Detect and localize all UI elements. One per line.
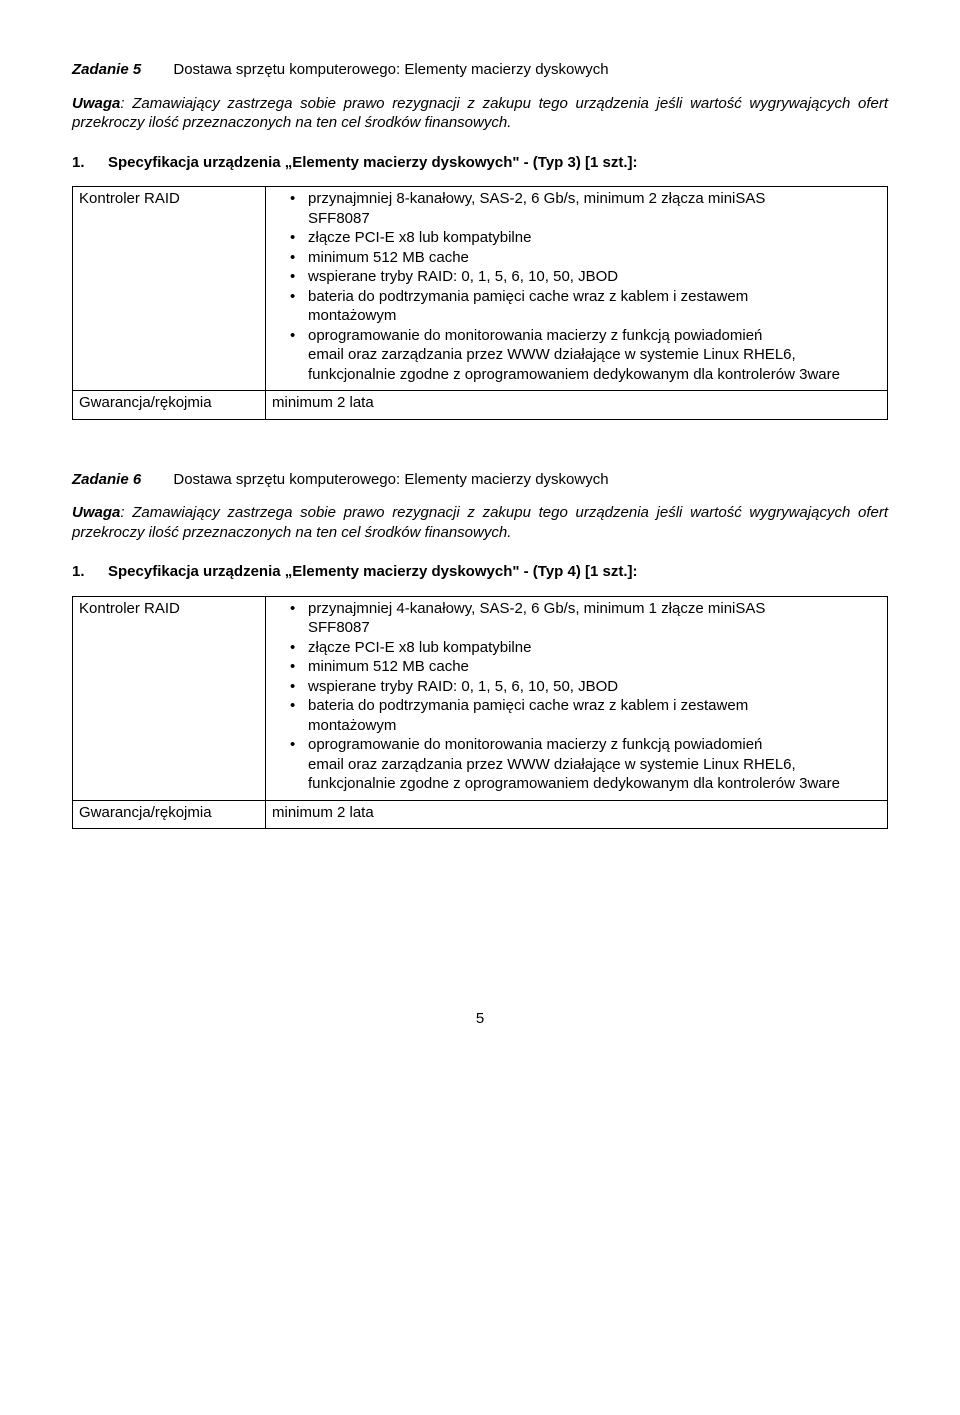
bullet-lead: wspierane tryby RAID: 0, 1, 5, 6, 10, 50… <box>308 678 618 695</box>
bullet-lead: minimum 512 MB cache <box>308 658 469 675</box>
bullet-lead: przynajmniej 8-kanałowy, SAS-2, 6 Gb/s, … <box>308 190 765 207</box>
task5-note-label: Uwaga <box>72 95 120 112</box>
bullet-lead: oprogramowanie do monitorowania macierzy… <box>308 327 762 344</box>
task6-note: Uwaga: Zamawiający zastrzega sobie prawo… <box>72 503 888 542</box>
task6-row1-value: przynajmniej 4-kanałowy, SAS-2, 6 Gb/s, … <box>266 596 888 800</box>
list-item: wspierane tryby RAID: 0, 1, 5, 6, 10, 50… <box>308 677 881 697</box>
task6-spec-table: Kontroler RAID przynajmniej 4-kanałowy, … <box>72 596 888 830</box>
task6-row2-value: minimum 2 lata <box>266 800 888 829</box>
task5-row2-label: Gwarancja/rękojmia <box>73 391 266 420</box>
task5-row1-value: przynajmniej 8-kanałowy, SAS-2, 6 Gb/s, … <box>266 187 888 391</box>
bullet-sub: montażowym <box>308 717 396 734</box>
task6-header: Zadanie 6 Dostawa sprzętu komputerowego:… <box>72 470 888 490</box>
task5-spec-table: Kontroler RAID przynajmniej 8-kanałowy, … <box>72 186 888 420</box>
task6-spec-num: 1. <box>72 562 108 582</box>
task5-title: Dostawa sprzętu komputerowego: Elementy … <box>173 61 608 78</box>
list-item: minimum 512 MB cache <box>308 248 881 268</box>
bullet-sub: email oraz zarządzania przez WWW działaj… <box>308 756 840 793</box>
task6-note-text: : Zamawiający zastrzega sobie prawo rezy… <box>72 504 888 541</box>
list-item: przynajmniej 4-kanałowy, SAS-2, 6 Gb/s, … <box>308 599 881 638</box>
bullet-lead: złącze PCI-E x8 lub kompatybilne <box>308 639 531 656</box>
bullet-sub: montażowym <box>308 307 396 324</box>
list-item: złącze PCI-E x8 lub kompatybilne <box>308 638 881 658</box>
task5-note: Uwaga: Zamawiający zastrzega sobie prawo… <box>72 94 888 133</box>
bullet-sub: email oraz zarządzania przez WWW działaj… <box>308 346 840 383</box>
list-item: bateria do podtrzymania pamięci cache wr… <box>308 287 881 326</box>
task5-row1-label: Kontroler RAID <box>73 187 266 391</box>
bullet-sub: SFF8087 <box>308 210 370 227</box>
task6-row2-label: Gwarancja/rękojmia <box>73 800 266 829</box>
table-row: Kontroler RAID przynajmniej 8-kanałowy, … <box>73 187 888 391</box>
task6-bullets: przynajmniej 4-kanałowy, SAS-2, 6 Gb/s, … <box>272 599 881 794</box>
list-item: przynajmniej 8-kanałowy, SAS-2, 6 Gb/s, … <box>308 189 881 228</box>
list-item: oprogramowanie do monitorowania macierzy… <box>308 326 881 385</box>
bullet-lead: bateria do podtrzymania pamięci cache wr… <box>308 288 748 305</box>
bullet-lead: minimum 512 MB cache <box>308 249 469 266</box>
task5-label: Zadanie 5 <box>72 61 141 78</box>
list-item: złącze PCI-E x8 lub kompatybilne <box>308 228 881 248</box>
list-item: wspierane tryby RAID: 0, 1, 5, 6, 10, 50… <box>308 267 881 287</box>
task5-spec-heading: 1.Specyfikacja urządzenia „Elementy maci… <box>72 153 888 173</box>
task6-title: Dostawa sprzętu komputerowego: Elementy … <box>173 471 608 488</box>
bullet-sub: SFF8087 <box>308 619 370 636</box>
task5-spec-title: Specyfikacja urządzenia „Elementy macier… <box>108 153 638 173</box>
page-number: 5 <box>72 1009 888 1029</box>
task5-bullets: przynajmniej 8-kanałowy, SAS-2, 6 Gb/s, … <box>272 189 881 384</box>
task5-note-text: : Zamawiający zastrzega sobie prawo rezy… <box>72 95 888 132</box>
task6-row1-label: Kontroler RAID <box>73 596 266 800</box>
task5-spec-num: 1. <box>72 153 108 173</box>
list-item: bateria do podtrzymania pamięci cache wr… <box>308 696 881 735</box>
list-item: oprogramowanie do monitorowania macierzy… <box>308 735 881 794</box>
bullet-lead: bateria do podtrzymania pamięci cache wr… <box>308 697 748 714</box>
task6-label: Zadanie 6 <box>72 471 141 488</box>
bullet-lead: przynajmniej 4-kanałowy, SAS-2, 6 Gb/s, … <box>308 600 765 617</box>
list-item: minimum 512 MB cache <box>308 657 881 677</box>
table-row: Kontroler RAID przynajmniej 4-kanałowy, … <box>73 596 888 800</box>
task6-spec-heading: 1.Specyfikacja urządzenia „Elementy maci… <box>72 562 888 582</box>
task6-spec-title: Specyfikacja urządzenia „Elementy macier… <box>108 562 638 582</box>
table-row: Gwarancja/rękojmia minimum 2 lata <box>73 391 888 420</box>
bullet-lead: wspierane tryby RAID: 0, 1, 5, 6, 10, 50… <box>308 268 618 285</box>
task5-header: Zadanie 5 Dostawa sprzętu komputerowego:… <box>72 60 888 80</box>
bullet-lead: oprogramowanie do monitorowania macierzy… <box>308 736 762 753</box>
task6-note-label: Uwaga <box>72 504 120 521</box>
table-row: Gwarancja/rękojmia minimum 2 lata <box>73 800 888 829</box>
bullet-lead: złącze PCI-E x8 lub kompatybilne <box>308 229 531 246</box>
task5-row2-value: minimum 2 lata <box>266 391 888 420</box>
